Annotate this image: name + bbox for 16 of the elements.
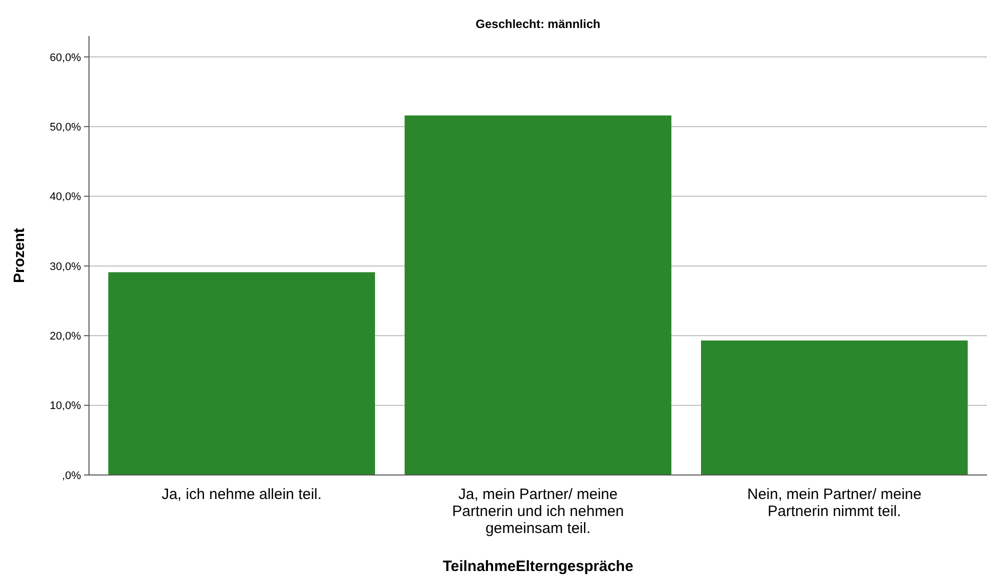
y-axis-title: Prozent bbox=[11, 228, 28, 284]
y-tick-label: 10,0% bbox=[50, 400, 82, 412]
y-tick-label: 50,0% bbox=[50, 121, 82, 134]
y-tick-label: 60,0% bbox=[50, 52, 82, 64]
y-tick-label: 30,0% bbox=[50, 260, 82, 273]
bar bbox=[404, 115, 672, 475]
x-tick-label: Ja, mein Partner/ meine Partnerin und ich nehmen gemeinsam teil. bbox=[452, 486, 624, 537]
x-tick-label: Ja, ich nehme allein teil. bbox=[162, 486, 322, 503]
chart-title: Geschlecht: männlich bbox=[476, 17, 600, 31]
bar bbox=[108, 272, 375, 475]
x-axis-title: TeilnahmeElterngespräche bbox=[442, 558, 634, 575]
x-tick-label: Nein, mein Partner/ meine Partnerin nimmt teil. bbox=[747, 486, 922, 520]
bar bbox=[701, 340, 968, 475]
y-tick-label: 40,0% bbox=[50, 191, 82, 204]
y-tick-label: ,0% bbox=[62, 470, 82, 482]
y-tick-label: 20,0% bbox=[50, 330, 82, 342]
